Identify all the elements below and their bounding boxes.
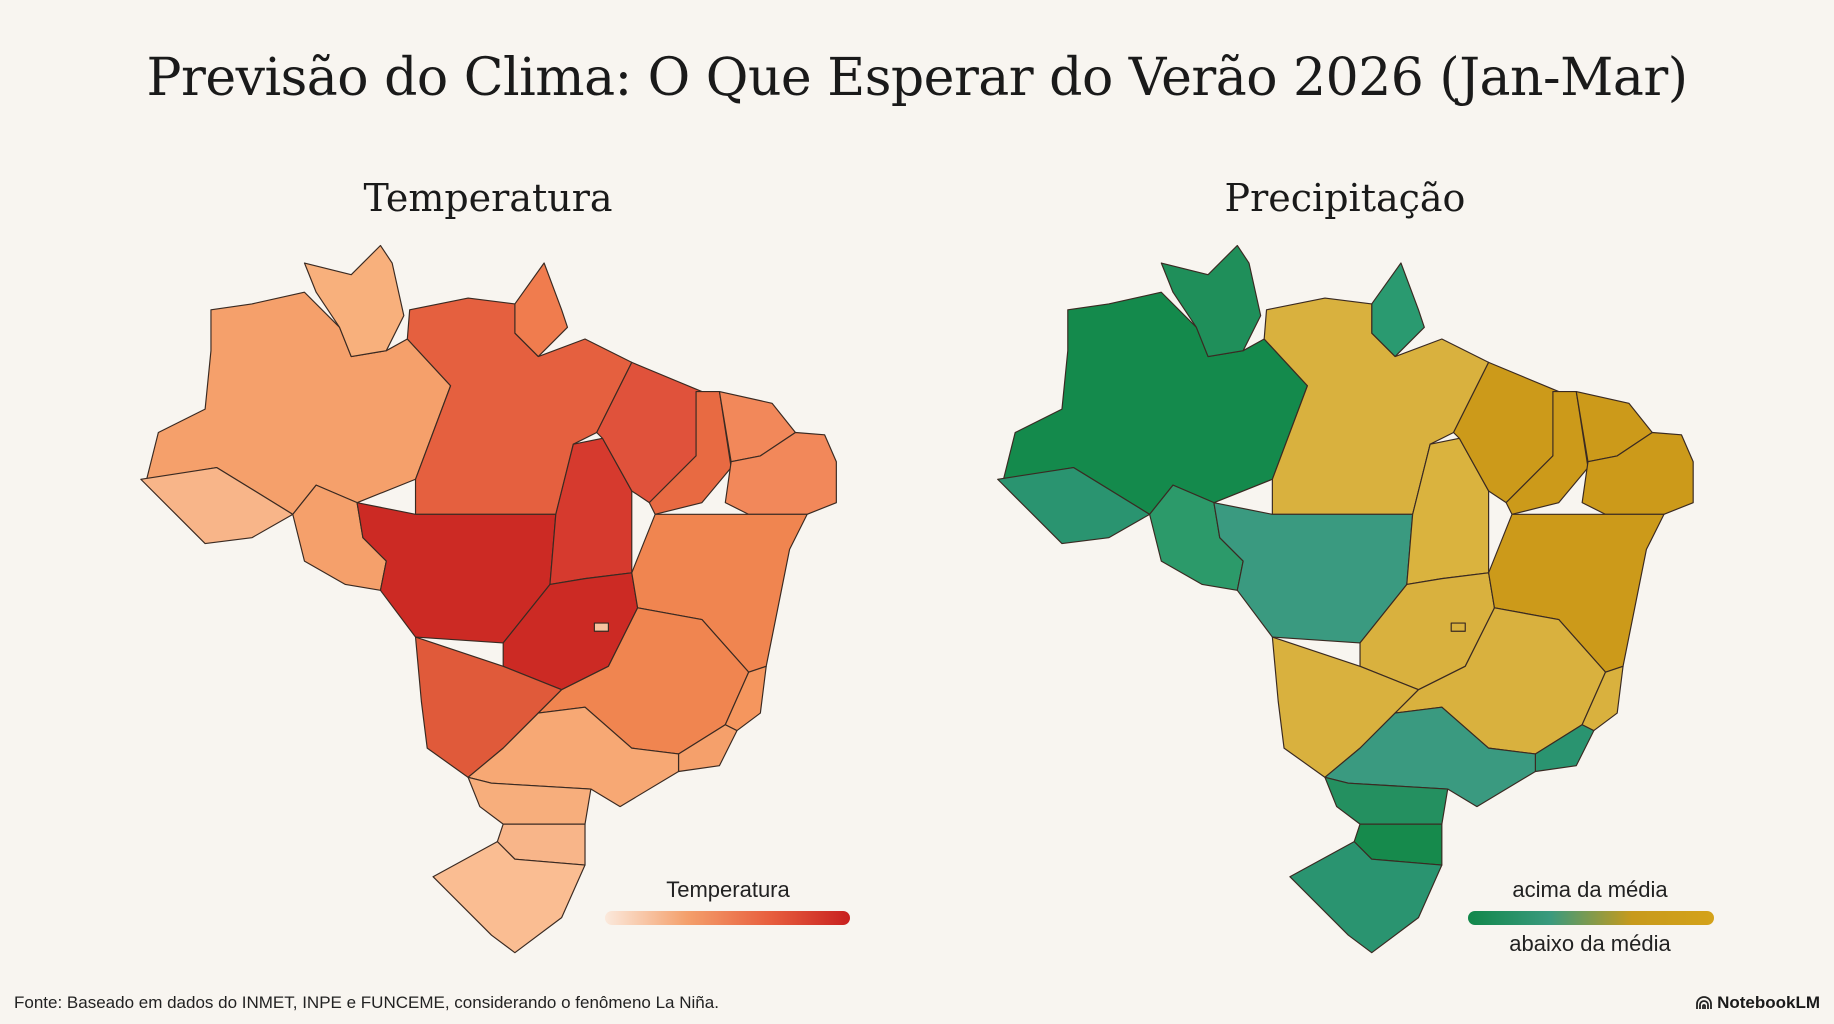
precipitation-legend-top-label: acima da média xyxy=(1512,877,1668,902)
precipitation-legend-bottom-label: abaixo da média xyxy=(1509,931,1671,956)
temperature-state-ne xyxy=(724,431,837,515)
temperature-map-title: Temperatura xyxy=(363,176,613,220)
precipitation-map xyxy=(997,244,1694,954)
temperature-state-df xyxy=(593,622,609,632)
precipitation-state-sp xyxy=(1324,706,1536,808)
precipitation-state-rr xyxy=(1160,244,1262,358)
temperature-legend-gradient xyxy=(605,911,850,925)
notebooklm-logo-icon xyxy=(1696,996,1712,1009)
precipitation-map-title: Precipitação xyxy=(1224,176,1466,220)
precipitation-state-es xyxy=(1581,665,1624,732)
temperature-state-sp xyxy=(467,706,680,808)
temperature-state-mt xyxy=(356,502,557,644)
brand-name: NotebookLM xyxy=(1717,993,1820,1012)
brand: NotebookLM xyxy=(1696,993,1820,1013)
temperature-state-rr xyxy=(303,244,405,358)
page-title: Previsão do Clima: O Que Esperar do Verã… xyxy=(146,48,1688,108)
temperature-map xyxy=(140,244,837,954)
precipitation-state-df xyxy=(1450,622,1466,632)
source-note: Fonte: Baseado em dados do INMET, INPE e… xyxy=(14,993,719,1012)
precipitation-legend-gradient xyxy=(1468,911,1714,925)
temperature-state-ac xyxy=(140,466,294,545)
temperature-legend-label: Temperatura xyxy=(666,877,790,902)
temperature-state-es xyxy=(724,665,767,732)
precipitation-state-ac xyxy=(997,466,1151,545)
temperature-state-rs xyxy=(432,841,586,954)
temperature-state-am xyxy=(146,291,452,515)
precipitation-state-ne xyxy=(1581,431,1694,515)
precipitation-state-rs xyxy=(1289,841,1443,954)
precipitation-state-am xyxy=(1002,291,1309,515)
precipitation-state-mt xyxy=(1213,502,1414,644)
